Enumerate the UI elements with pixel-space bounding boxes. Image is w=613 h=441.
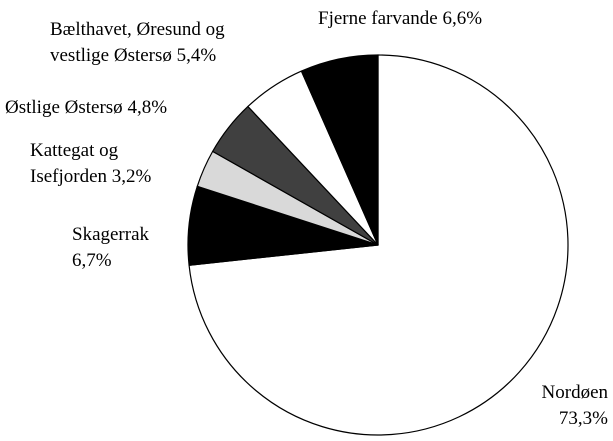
category-label: Østlige Østersø xyxy=(5,97,123,118)
slice-label: Østlige Østersø 4,8% xyxy=(5,95,235,121)
value-label: 6,7% xyxy=(72,250,112,271)
slice-label: Nordøen 73,3% xyxy=(528,380,608,432)
value-label: 6,6% xyxy=(442,8,483,29)
category-label: Kattegat og Isefjorden xyxy=(30,140,119,187)
value-label: 5,4% xyxy=(176,45,217,66)
slice-label: Skagerrak 6,7% xyxy=(72,222,172,274)
value-label: 4,8% xyxy=(127,97,168,118)
value-label: 3,2% xyxy=(111,166,152,187)
slice-label: Bælthavet, Øresund og vestlige Østersø 5… xyxy=(50,17,278,69)
category-label: Fjerne farvande xyxy=(318,8,438,29)
pie-slice xyxy=(300,54,379,246)
slice-label: Kattegat og Isefjorden 3,2% xyxy=(30,138,180,190)
category-label: Nordøen xyxy=(541,382,608,403)
value-label: 73,3% xyxy=(558,408,608,429)
category-label: Skagerrak xyxy=(72,224,150,245)
category-label: Bælthavet, Øresund og vestlige Østersø xyxy=(50,19,225,66)
slice-label: Fjerne farvande 6,6% xyxy=(318,6,578,32)
